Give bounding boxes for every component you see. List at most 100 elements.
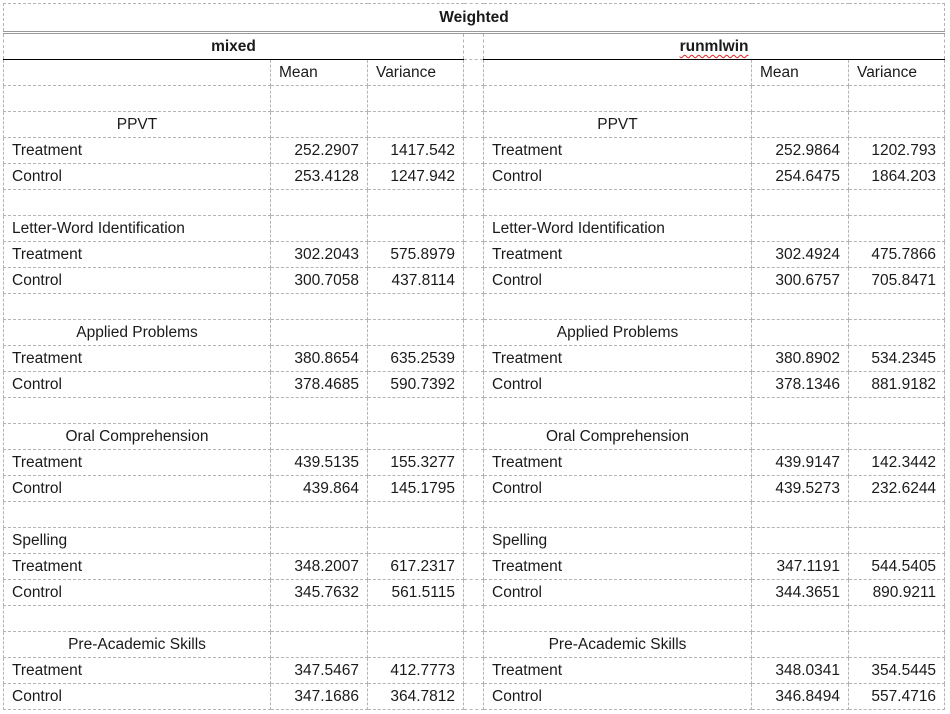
- row-label[interactable]: Treatment: [3, 553, 271, 580]
- spacer-cell[interactable]: [463, 137, 484, 164]
- row-label[interactable]: Treatment: [3, 345, 271, 372]
- spacer-cell[interactable]: [463, 501, 484, 528]
- mean-value[interactable]: 348.2007: [270, 553, 368, 580]
- cell[interactable]: [751, 111, 849, 138]
- spacer-cell[interactable]: [463, 241, 484, 268]
- mean-value[interactable]: 300.6757: [751, 267, 849, 294]
- cell[interactable]: [367, 397, 464, 424]
- cell[interactable]: [3, 293, 271, 320]
- mean-value[interactable]: 253.4128: [270, 163, 368, 190]
- row-label[interactable]: Control: [3, 579, 271, 606]
- variance-value[interactable]: 155.3277: [367, 449, 464, 476]
- column-header-variance[interactable]: Variance: [847, 59, 946, 86]
- spacer-cell[interactable]: [463, 267, 484, 294]
- column-header-mean[interactable]: Mean: [270, 59, 368, 86]
- cell[interactable]: [367, 501, 464, 528]
- cell[interactable]: [367, 631, 464, 658]
- mean-value[interactable]: 346.8494: [751, 683, 849, 710]
- section-title[interactable]: Spelling: [3, 527, 271, 554]
- cell[interactable]: [367, 111, 464, 138]
- mean-value[interactable]: 347.5467: [270, 657, 368, 684]
- cell[interactable]: [483, 85, 752, 112]
- variance-value[interactable]: 534.2345: [847, 345, 946, 372]
- cell[interactable]: [3, 501, 271, 528]
- row-label[interactable]: Control: [3, 371, 271, 398]
- cell[interactable]: [270, 501, 368, 528]
- cell[interactable]: [367, 85, 464, 112]
- variance-value[interactable]: 232.6244: [847, 475, 946, 502]
- cell[interactable]: [270, 423, 368, 450]
- mean-value[interactable]: 345.7632: [270, 579, 368, 606]
- cell[interactable]: [367, 189, 464, 216]
- cell[interactable]: [751, 319, 849, 346]
- spacer-cell[interactable]: [463, 553, 484, 580]
- row-label[interactable]: Treatment: [483, 553, 752, 580]
- cell[interactable]: [270, 111, 368, 138]
- cell[interactable]: [483, 501, 752, 528]
- section-title[interactable]: PPVT: [3, 111, 271, 138]
- row-label[interactable]: Control: [483, 683, 752, 710]
- cell[interactable]: [367, 293, 464, 320]
- group-header-runmlwin[interactable]: runmlwin: [482, 32, 946, 60]
- spacer-cell[interactable]: [463, 631, 484, 658]
- spacer-cell[interactable]: [463, 345, 484, 372]
- mean-value[interactable]: 439.9147: [751, 449, 849, 476]
- spacer-cell[interactable]: [463, 163, 484, 190]
- variance-value[interactable]: 412.7773: [367, 657, 464, 684]
- row-label[interactable]: Control: [483, 475, 752, 502]
- mean-value[interactable]: 439.5273: [751, 475, 849, 502]
- mean-value[interactable]: 252.2907: [270, 137, 368, 164]
- mean-value[interactable]: 254.6475: [751, 163, 849, 190]
- cell[interactable]: [367, 215, 464, 242]
- cell[interactable]: [3, 397, 271, 424]
- row-label[interactable]: Treatment: [483, 449, 752, 476]
- cell[interactable]: [367, 527, 464, 554]
- cell[interactable]: [847, 423, 946, 450]
- cell[interactable]: [751, 605, 849, 632]
- row-label[interactable]: Control: [483, 579, 752, 606]
- variance-value[interactable]: 590.7392: [367, 371, 464, 398]
- cell[interactable]: [367, 423, 464, 450]
- mean-value[interactable]: 348.0341: [751, 657, 849, 684]
- cell[interactable]: [751, 397, 849, 424]
- spacer-cell[interactable]: [463, 449, 484, 476]
- row-label[interactable]: Treatment: [483, 241, 752, 268]
- cell[interactable]: [847, 501, 946, 528]
- cell[interactable]: [847, 189, 946, 216]
- section-title[interactable]: Letter-Word Identification: [3, 215, 271, 242]
- spacer-cell[interactable]: [463, 605, 484, 632]
- cell[interactable]: [751, 85, 849, 112]
- variance-value[interactable]: 890.9211: [847, 579, 946, 606]
- cell[interactable]: [751, 527, 849, 554]
- section-title[interactable]: Letter-Word Identification: [483, 215, 752, 242]
- variance-value[interactable]: 635.2539: [367, 345, 464, 372]
- cell[interactable]: [483, 293, 752, 320]
- variance-value[interactable]: 1864.203: [847, 163, 946, 190]
- cell[interactable]: [847, 631, 946, 658]
- mean-value[interactable]: 378.1346: [751, 371, 849, 398]
- column-header-mean[interactable]: Mean: [751, 59, 849, 86]
- row-label[interactable]: Control: [3, 163, 271, 190]
- section-title[interactable]: Applied Problems: [3, 319, 271, 346]
- mean-value[interactable]: 347.1686: [270, 683, 368, 710]
- row-label[interactable]: Treatment: [3, 137, 271, 164]
- variance-value[interactable]: 1247.942: [367, 163, 464, 190]
- cell[interactable]: [847, 215, 946, 242]
- spacer-cell[interactable]: [463, 683, 484, 710]
- section-title[interactable]: Pre-Academic Skills: [3, 631, 271, 658]
- spacer-cell[interactable]: [463, 371, 484, 398]
- row-label[interactable]: Control: [3, 267, 271, 294]
- cell[interactable]: [751, 631, 849, 658]
- cell[interactable]: [3, 189, 271, 216]
- column-header-variance[interactable]: Variance: [367, 59, 464, 86]
- cell[interactable]: [483, 59, 752, 86]
- cell[interactable]: [3, 59, 271, 86]
- section-title[interactable]: Spelling: [483, 527, 752, 554]
- mean-value[interactable]: 300.7058: [270, 267, 368, 294]
- row-label[interactable]: Treatment: [483, 137, 752, 164]
- spacer-cell[interactable]: [463, 215, 484, 242]
- row-label[interactable]: Control: [3, 475, 271, 502]
- section-title[interactable]: Pre-Academic Skills: [483, 631, 752, 658]
- mean-value[interactable]: 252.9864: [751, 137, 849, 164]
- cell[interactable]: [751, 423, 849, 450]
